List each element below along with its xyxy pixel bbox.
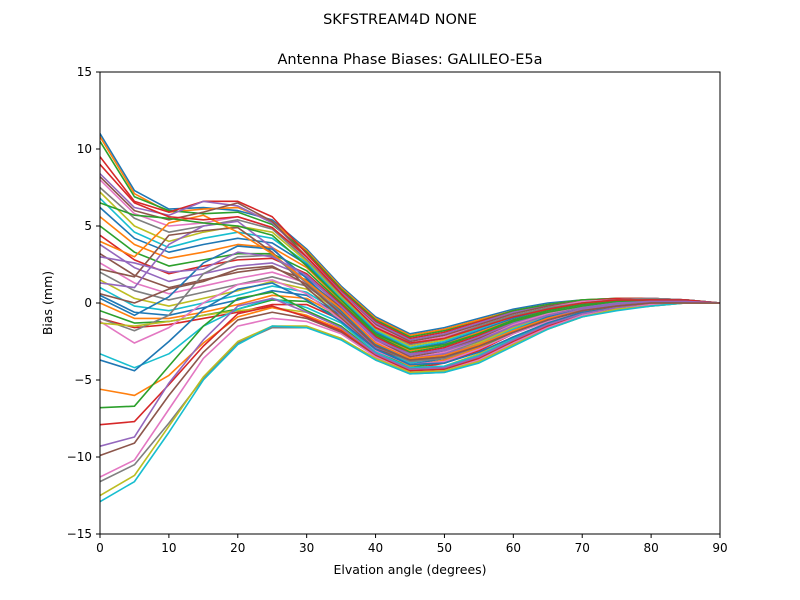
y-tick-label: 5 — [84, 219, 92, 233]
chart-title: Antenna Phase Biases: GALILEO-E5a — [278, 52, 543, 68]
series-line-s45 — [100, 251, 720, 355]
series-line-s35 — [100, 297, 720, 448]
y-tick-label: 15 — [77, 65, 92, 79]
y-axis-ticks: −15 −10 −5 0 5 10 15 — [67, 65, 100, 541]
x-tick-label: 50 — [437, 541, 452, 555]
x-tick-label: 60 — [506, 541, 521, 555]
x-tick-label: 10 — [161, 541, 176, 555]
x-tick-label: 20 — [230, 541, 245, 555]
series-layer — [100, 132, 720, 503]
x-tick-label: 70 — [575, 541, 590, 555]
y-tick-label: 10 — [77, 142, 92, 156]
x-axis-label: Elvation angle (degrees) — [333, 562, 486, 577]
chart-suptitle: SKFSTREAM4D NONE — [323, 12, 477, 28]
series-line-s43 — [100, 202, 720, 351]
x-tick-label: 0 — [96, 541, 104, 555]
series-line-s44 — [100, 163, 720, 344]
x-tick-label: 30 — [299, 541, 314, 555]
x-axis-ticks: 0 10 20 30 40 50 60 70 80 90 — [96, 534, 728, 555]
series-line-s39 — [100, 302, 720, 497]
y-axis-label: Bias (mm) — [40, 271, 55, 335]
y-tick-label: −10 — [67, 450, 92, 464]
x-tick-label: 90 — [712, 541, 727, 555]
y-tick-label: −5 — [74, 373, 92, 387]
x-tick-label: 40 — [368, 541, 383, 555]
x-tick-label: 80 — [643, 541, 658, 555]
y-tick-label: −15 — [67, 527, 92, 541]
series-line-s40 — [100, 302, 720, 503]
series-line-s46 — [100, 265, 720, 361]
y-tick-label: 0 — [84, 296, 92, 310]
